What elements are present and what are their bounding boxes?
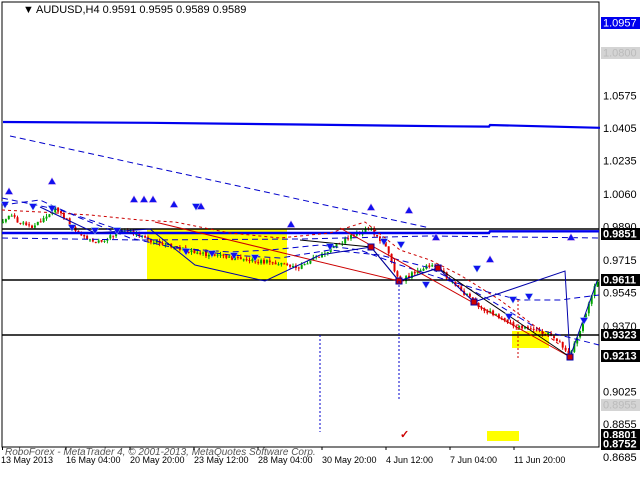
svg-text:13 May 2013: 13 May 2013 <box>1 455 53 465</box>
svg-text:0.9025: 0.9025 <box>603 387 637 399</box>
svg-text:30 May 20:00: 30 May 20:00 <box>322 455 377 465</box>
svg-text:1.0060: 1.0060 <box>603 189 637 201</box>
svg-text:0.8685: 0.8685 <box>603 452 637 464</box>
svg-text:1.0800: 1.0800 <box>603 48 637 60</box>
svg-text:0.9323: 0.9323 <box>603 330 637 342</box>
svg-text:28 May 04:00: 28 May 04:00 <box>258 455 313 465</box>
svg-text:20 May 20:00: 20 May 20:00 <box>130 455 185 465</box>
svg-text:4 Jun 12:00: 4 Jun 12:00 <box>386 455 433 465</box>
svg-text:1.0235: 1.0235 <box>603 156 637 168</box>
svg-text:23 May 12:00: 23 May 12:00 <box>194 455 249 465</box>
svg-text:0.9715: 0.9715 <box>603 255 637 267</box>
svg-text:0.8955: 0.8955 <box>603 400 637 412</box>
svg-text:1.0957: 1.0957 <box>603 18 637 30</box>
svg-text:▼: ▼ <box>23 4 34 16</box>
svg-text:✓: ✓ <box>400 429 409 441</box>
svg-text:0.9611: 0.9611 <box>603 275 636 287</box>
svg-text:7 Jun 04:00: 7 Jun 04:00 <box>450 455 497 465</box>
svg-text:0.8752: 0.8752 <box>603 439 637 451</box>
svg-text:1.0405: 1.0405 <box>603 123 637 135</box>
svg-text:11 Jun 20:00: 11 Jun 20:00 <box>514 455 565 465</box>
svg-text:AUDUSD,H4 0.9591 0.9595 0.958: AUDUSD,H4 0.9591 0.9595 0.9589 0.9589 <box>36 4 246 16</box>
svg-text:16 May 04:00: 16 May 04:00 <box>66 455 121 465</box>
svg-text:1.0575: 1.0575 <box>603 91 637 103</box>
svg-text:0.9545: 0.9545 <box>603 288 637 300</box>
svg-text:0.9213: 0.9213 <box>603 351 637 363</box>
svg-text:0.9851: 0.9851 <box>603 229 637 241</box>
